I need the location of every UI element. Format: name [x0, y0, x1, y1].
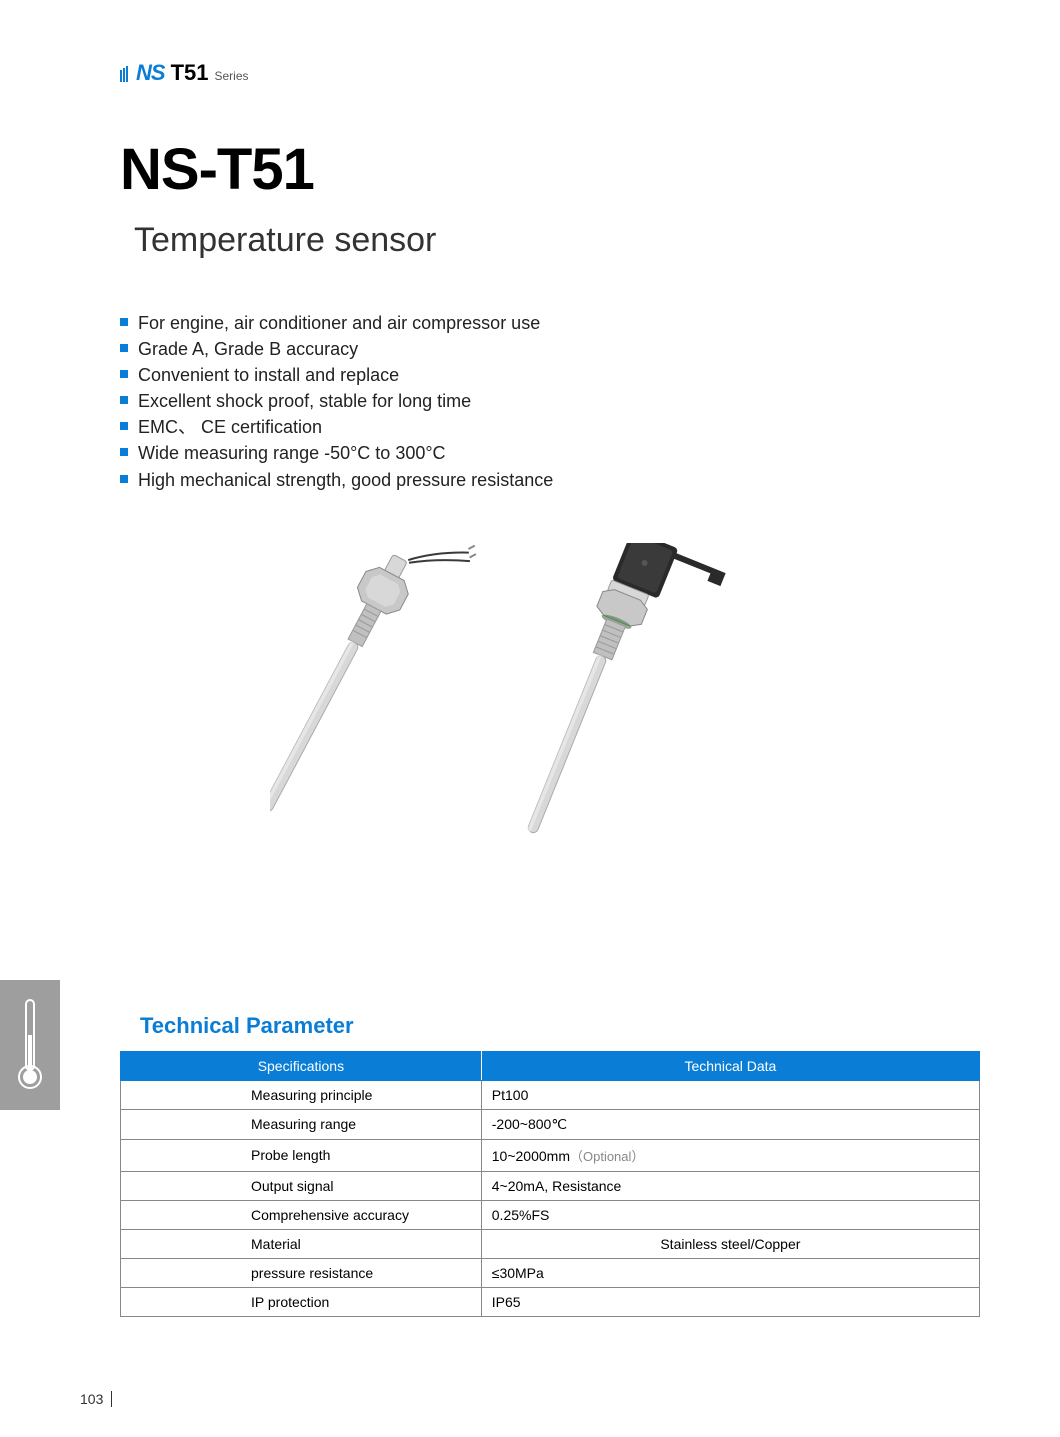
table-row: Output signal 4~20mA, Resistance: [121, 1171, 980, 1200]
feature-item: For engine, air conditioner and air comp…: [120, 310, 980, 336]
table-row: IP protection IP65: [121, 1287, 980, 1316]
brand-series-label: Series: [214, 69, 248, 83]
spec-cell: Measuring range: [121, 1109, 482, 1139]
data-cell: 4~20mA, Resistance: [481, 1171, 979, 1200]
section-heading-technical: Technical Parameter: [140, 1013, 980, 1039]
data-cell: 10~2000mm（Optional）: [481, 1139, 979, 1171]
data-cell: IP65: [481, 1287, 979, 1316]
spec-cell: pressure resistance: [121, 1258, 482, 1287]
brand-header: NS T51 Series: [120, 60, 980, 86]
table-row: pressure resistance ≤30MPa: [121, 1258, 980, 1287]
table-header-data: Technical Data: [481, 1051, 979, 1080]
data-cell: 0.25%FS: [481, 1200, 979, 1229]
data-cell: -200~800℃: [481, 1109, 979, 1139]
spec-cell: Probe length: [121, 1139, 482, 1171]
spec-cell: IP protection: [121, 1287, 482, 1316]
spec-cell: Material: [121, 1229, 482, 1258]
feature-item: Convenient to install and replace: [120, 362, 980, 388]
data-cell: Stainless steel/Copper: [481, 1229, 979, 1258]
table-row: Probe length 10~2000mm（Optional）: [121, 1139, 980, 1171]
feature-item: EMC、 CE certification: [120, 414, 980, 440]
product-image: [120, 533, 980, 953]
feature-list: For engine, air conditioner and air comp…: [120, 310, 980, 493]
technical-parameter-table: Specifications Technical Data Measuring …: [120, 1051, 980, 1317]
brand-model: T51: [171, 60, 209, 86]
table-row: Measuring principle Pt100: [121, 1080, 980, 1109]
table-row: Comprehensive accuracy 0.25%FS: [121, 1200, 980, 1229]
table-row: Measuring range -200~800℃: [121, 1109, 980, 1139]
feature-item: Excellent shock proof, stable for long t…: [120, 388, 980, 414]
page-number: 103: [80, 1391, 112, 1407]
table-row: Material Stainless steel/Copper: [121, 1229, 980, 1258]
data-cell: ≤30MPa: [481, 1258, 979, 1287]
feature-item: High mechanical strength, good pressure …: [120, 467, 980, 493]
spec-cell: Measuring principle: [121, 1080, 482, 1109]
thermometer-side-icon: [0, 980, 60, 1110]
spec-cell: Output signal: [121, 1171, 482, 1200]
product-subtitle: Temperature sensor: [134, 221, 980, 260]
data-cell: Pt100: [481, 1080, 979, 1109]
feature-item: Wide measuring range -50°C to 300°C: [120, 440, 980, 466]
product-title: NS-T51: [120, 136, 980, 203]
brand-logo: NS: [120, 60, 165, 86]
feature-item: Grade A, Grade B accuracy: [120, 336, 980, 362]
spec-cell: Comprehensive accuracy: [121, 1200, 482, 1229]
table-header-spec: Specifications: [121, 1051, 482, 1080]
